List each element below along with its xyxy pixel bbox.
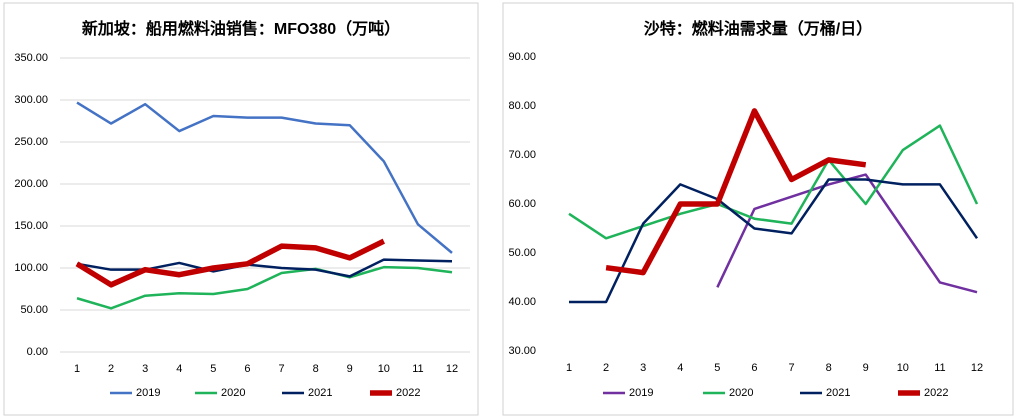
- x-tick-label: 11: [934, 362, 945, 374]
- x-tick-label: 8: [313, 363, 319, 375]
- y-tick-label: 50.00: [508, 247, 536, 259]
- x-tick-label: 6: [244, 363, 250, 375]
- x-tick-label: 4: [176, 363, 182, 375]
- x-tick-label: 4: [677, 362, 683, 374]
- chart-title: 沙特：燃料油需求量（万桶/日）: [644, 19, 872, 38]
- y-tick-label: 90.00: [508, 51, 536, 63]
- legend-label: 2019: [629, 387, 653, 399]
- x-tick-label: 11: [412, 363, 423, 375]
- x-tick-label: 7: [788, 362, 794, 374]
- x-tick-label: 5: [210, 363, 216, 375]
- x-tick-label: 10: [897, 362, 909, 374]
- legend-label: 2019: [136, 387, 160, 399]
- x-tick-label: 8: [826, 362, 832, 374]
- x-tick-label: 6: [751, 362, 757, 374]
- x-tick-label: 12: [971, 362, 983, 374]
- y-tick-label: 40.00: [508, 296, 536, 308]
- series-line: [568, 124, 979, 240]
- x-tick-label: 5: [714, 362, 720, 374]
- x-tick-label: 1: [566, 362, 572, 374]
- x-tick-label: 7: [278, 363, 284, 375]
- y-tick-label: 0.00: [27, 346, 48, 358]
- legend-label: 2021: [308, 387, 332, 399]
- x-tick-label: 9: [347, 363, 353, 375]
- y-tick-label: 350.00: [14, 52, 48, 64]
- y-tick-label: 200.00: [14, 178, 48, 190]
- series-line: [75, 238, 386, 288]
- legend-label: 2020: [221, 387, 245, 399]
- series-line: [76, 101, 453, 254]
- x-tick-label: 12: [446, 363, 458, 375]
- y-tick-label: 150.00: [14, 220, 48, 232]
- legend-label: 2022: [924, 387, 948, 399]
- series-line: [569, 178, 979, 304]
- x-tick-label: 3: [640, 362, 646, 374]
- x-tick-label: 3: [142, 363, 148, 375]
- series-line: [76, 265, 453, 310]
- x-tick-label: 2: [603, 362, 609, 374]
- y-tick-label: 60.00: [508, 198, 536, 210]
- legend-label: 2020: [729, 387, 753, 399]
- legend-label: 2021: [826, 387, 850, 399]
- legend-label: 2022: [396, 387, 420, 399]
- x-tick-label: 10: [378, 363, 390, 375]
- y-tick-label: 250.00: [14, 136, 48, 148]
- panel: [3, 2, 479, 416]
- chart-title: 新加坡：船用燃料油销售：MFO380（万吨）: [82, 19, 400, 38]
- y-tick-label: 300.00: [14, 94, 48, 106]
- y-tick-label: 30.00: [508, 345, 536, 357]
- y-tick-label: 50.00: [20, 304, 48, 316]
- y-tick-label: 80.00: [508, 100, 536, 112]
- x-tick-label: 9: [863, 362, 869, 374]
- y-tick-label: 100.00: [14, 262, 48, 274]
- series-line: [605, 108, 867, 276]
- y-tick-label: 70.00: [508, 149, 536, 161]
- x-tick-label: 1: [74, 363, 80, 375]
- x-tick-label: 2: [108, 363, 114, 375]
